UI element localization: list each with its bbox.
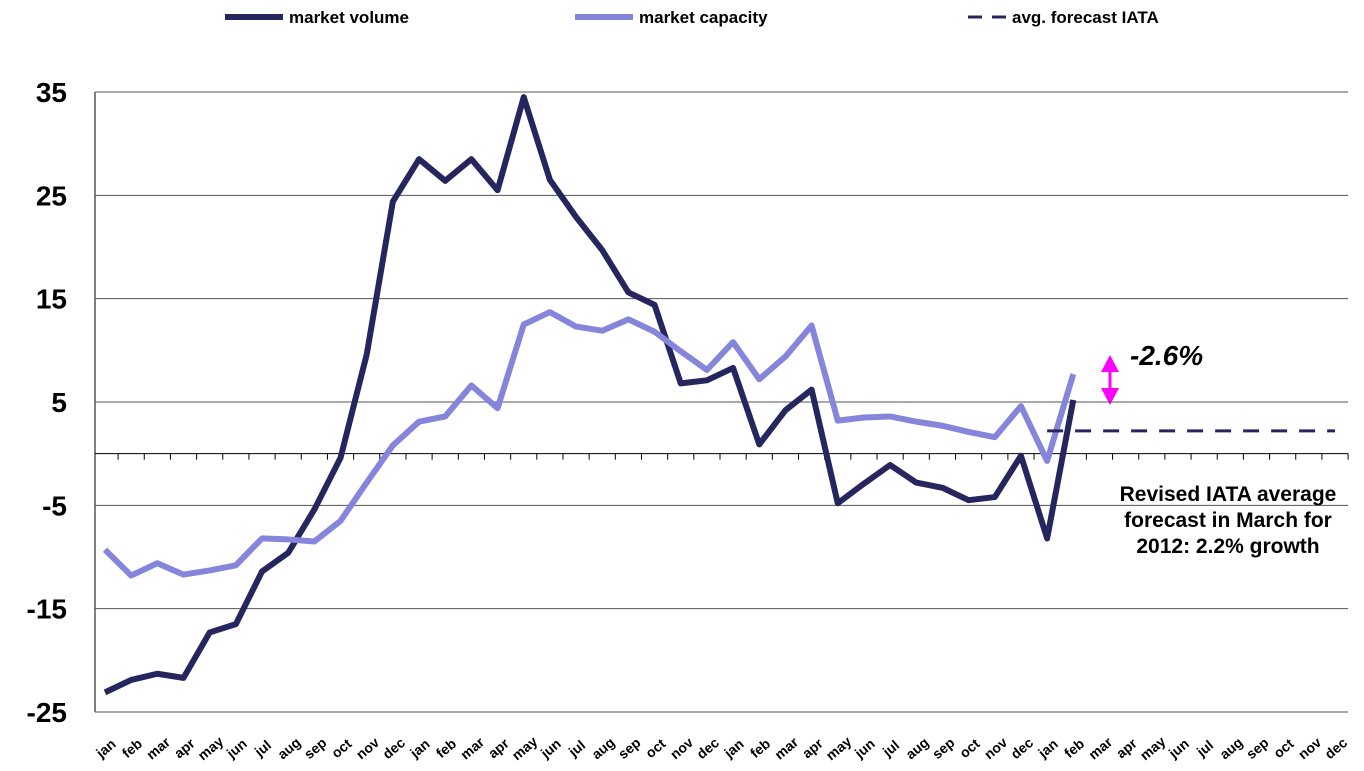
- x-tick-label: jul: [565, 737, 589, 760]
- x-tick-label: may: [195, 733, 227, 763]
- x-tick-label: sep: [615, 734, 644, 762]
- x-tick-label: jun: [537, 735, 564, 761]
- x-tick-label: jan: [720, 736, 747, 762]
- x-tick-label: apr: [1113, 735, 1140, 762]
- x-tick-label: mar: [457, 733, 487, 762]
- x-tick-label: jun: [1165, 735, 1192, 761]
- x-tick-label: jun: [851, 735, 878, 761]
- x-tick-label: oct: [642, 735, 669, 761]
- x-tick-label: jul: [1193, 737, 1217, 760]
- x-tick-label: nov: [353, 734, 383, 762]
- x-tick-label: feb: [747, 735, 773, 761]
- y-tick-label: -25: [27, 697, 67, 728]
- x-tick-label: dec: [1321, 734, 1350, 762]
- x-tick-label: aug: [274, 734, 303, 762]
- x-tick-label: jun: [223, 735, 250, 761]
- note-line: Revised IATA average: [1120, 483, 1337, 506]
- legend-label: market volume: [289, 8, 409, 27]
- note-line: 2012: 2.2% growth: [1136, 535, 1319, 558]
- x-tick-label: feb: [433, 735, 459, 761]
- x-tick-label: sep: [1243, 734, 1272, 762]
- x-tick-label: apr: [171, 735, 198, 762]
- x-tick-label: jul: [251, 737, 275, 760]
- x-tick-label: apr: [485, 735, 512, 762]
- x-tick-label: nov: [667, 734, 697, 762]
- annotation: -2.6%: [1130, 340, 1203, 371]
- legend-label: avg. forecast IATA: [1012, 8, 1159, 27]
- y-tick-label: 15: [36, 284, 67, 315]
- x-tick-label: aug: [588, 734, 617, 762]
- series-line: [102, 309, 1077, 579]
- x-tick-label: mar: [143, 733, 173, 762]
- y-tick-label: 25: [36, 180, 67, 211]
- x-tick-label: sep: [301, 734, 330, 762]
- x-tick-label: oct: [1270, 735, 1297, 761]
- x-tick-label: dec: [1007, 734, 1036, 762]
- note-line: forecast in March for: [1124, 509, 1332, 532]
- x-tick-label: nov: [1295, 734, 1325, 762]
- x-tick-label: feb: [1061, 735, 1087, 761]
- y-tick-label: -15: [27, 594, 67, 625]
- x-tick-label: apr: [799, 735, 826, 762]
- x-tick-label: may: [509, 733, 541, 763]
- x-tick-label: jan: [406, 736, 433, 762]
- x-tick-label: mar: [771, 733, 801, 762]
- series-line: [103, 94, 1077, 696]
- x-tick-label: aug: [902, 734, 931, 762]
- y-tick-label: 35: [36, 77, 67, 108]
- x-tick-label: sep: [929, 734, 958, 762]
- x-tick-label: mar: [1085, 733, 1115, 762]
- change-arrow: [1101, 355, 1119, 405]
- x-tick-label: oct: [956, 735, 983, 761]
- x-tick-label: nov: [981, 734, 1011, 762]
- x-tick-label: may: [1137, 733, 1169, 763]
- x-tick-label: aug: [1216, 734, 1245, 762]
- legend-label: market capacity: [639, 8, 768, 27]
- x-tick-label: feb: [119, 735, 145, 761]
- x-tick-label: oct: [328, 735, 355, 761]
- y-tick-label: -5: [42, 490, 67, 521]
- x-tick-label: jul: [879, 737, 903, 760]
- y-tick-label: 5: [51, 387, 67, 418]
- x-tick-label: may: [823, 733, 855, 763]
- x-tick-label: jan: [92, 736, 119, 762]
- x-tick-label: dec: [379, 734, 408, 762]
- x-tick-label: jan: [1034, 736, 1061, 762]
- x-tick-label: dec: [693, 734, 722, 762]
